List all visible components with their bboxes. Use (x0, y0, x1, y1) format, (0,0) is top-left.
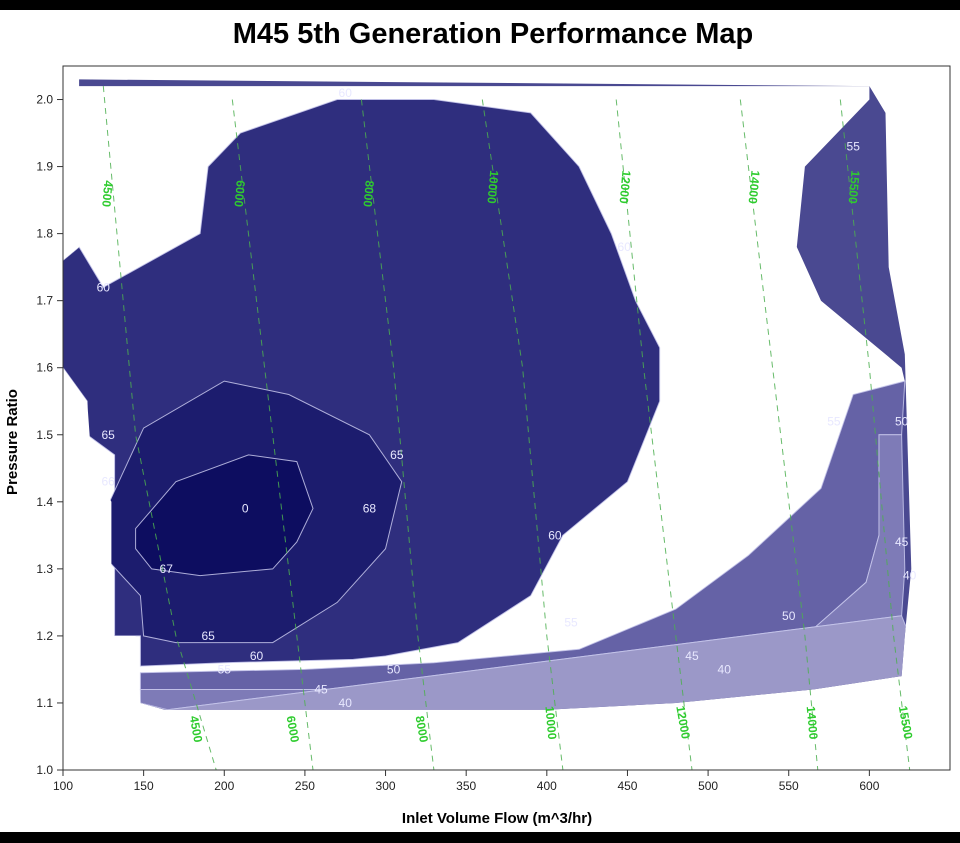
contour-label: 45 (685, 649, 699, 663)
speed-label: 8000 (413, 715, 431, 744)
contour-label: 65 (390, 448, 404, 462)
contour-label: 50 (782, 609, 796, 623)
x-axis-label: Inlet Volume Flow (m^3/hr) (402, 810, 592, 827)
contour-label: 60 (250, 649, 264, 663)
contour-label: 40 (339, 696, 353, 710)
contour-label: 67 (160, 562, 174, 576)
speed-label: 4500 (99, 180, 115, 208)
x-tick-label: 200 (214, 779, 234, 793)
speed-line-4500 (102, 86, 217, 771)
x-tick-label: 100 (53, 779, 73, 793)
speed-label: 8000 (360, 180, 376, 208)
contour-label: 60 (339, 86, 353, 100)
speed-label: 12000 (673, 705, 693, 741)
efficiency-region-68 (135, 454, 314, 577)
y-tick-label: 1.6 (36, 361, 53, 375)
speed-line-12000 (615, 99, 693, 771)
contour-label: 0 (242, 502, 249, 516)
contour-label: 60 (548, 528, 562, 542)
speed-line-14000 (739, 99, 819, 771)
speed-line-10000 (481, 99, 564, 771)
x-tick-label: 150 (134, 779, 154, 793)
contour-label: 55 (827, 414, 841, 428)
y-tick-label: 1.1 (36, 696, 53, 710)
contour-label: 50 (387, 662, 401, 676)
contour-label: 45 (314, 683, 328, 697)
contour-label: 65 (201, 629, 215, 643)
performance-map-chart: M45 5th Generation Performance Map 100 15… (4, 18, 951, 827)
contour-label: 65 (101, 428, 115, 442)
speed-label: 12000 (617, 170, 634, 205)
contour-label: 45 (895, 535, 909, 549)
y-tick-label: 1.3 (36, 562, 53, 576)
x-tick-label: 250 (295, 779, 315, 793)
contour-label: 68 (363, 502, 377, 516)
contour-label: 60 (618, 240, 632, 254)
contour-label: 40 (903, 569, 917, 583)
x-tick-label: 450 (617, 779, 637, 793)
plot-border (62, 65, 951, 771)
speed-label: 14000 (746, 170, 763, 205)
speed-line-6000 (231, 99, 314, 771)
speed-line-15500 (839, 99, 911, 771)
speed-line-8000 (360, 99, 435, 771)
y-tick-label: 1.2 (36, 629, 53, 643)
contour-label: 40 (718, 662, 732, 676)
y-tick-label: 1.8 (36, 227, 53, 241)
chart-title: M45 5th Generation Performance Map (233, 18, 754, 50)
contour-label: 66 (101, 475, 115, 489)
x-tick-label: 400 (537, 779, 557, 793)
contour-label: 55 (847, 139, 861, 153)
efficiency-regions (63, 79, 912, 710)
speed-label: 15500 (846, 170, 863, 205)
x-tick-label: 500 (698, 779, 718, 793)
speed-label: 4500 (187, 715, 205, 744)
speed-label: 15500 (896, 705, 916, 741)
y-axis-label: Pressure Ratio (4, 389, 21, 495)
speed-label: 10000 (542, 706, 559, 741)
x-tick-label: 550 (779, 779, 799, 793)
y-tick-label: 1.4 (36, 495, 53, 509)
speed-label: 14000 (804, 705, 821, 740)
x-tick-label: 600 (859, 779, 879, 793)
contour-label: 50 (895, 414, 909, 428)
y-tick-label: 1.5 (36, 428, 53, 442)
x-tick-label: 300 (376, 779, 396, 793)
chart-frame: M45 5th Generation Performance Map 100 15… (0, 10, 960, 832)
contour-label: 55 (564, 615, 578, 629)
speed-label: 10000 (484, 170, 501, 205)
x-tick-label: 350 (456, 779, 476, 793)
y-tick-label: 1.7 (36, 294, 53, 308)
speed-label: 6000 (231, 180, 247, 208)
plot-area: 100 150 200 250 300 350 400 450 500 550 6001.01.11… (36, 65, 951, 793)
speed-label: 6000 (284, 715, 302, 744)
contour-label: 55 (218, 662, 232, 676)
contour-label: 60 (97, 280, 111, 294)
y-tick-label: 1.0 (36, 763, 53, 777)
y-tick-label: 2.0 (36, 93, 53, 107)
y-tick-label: 1.9 (36, 160, 53, 174)
